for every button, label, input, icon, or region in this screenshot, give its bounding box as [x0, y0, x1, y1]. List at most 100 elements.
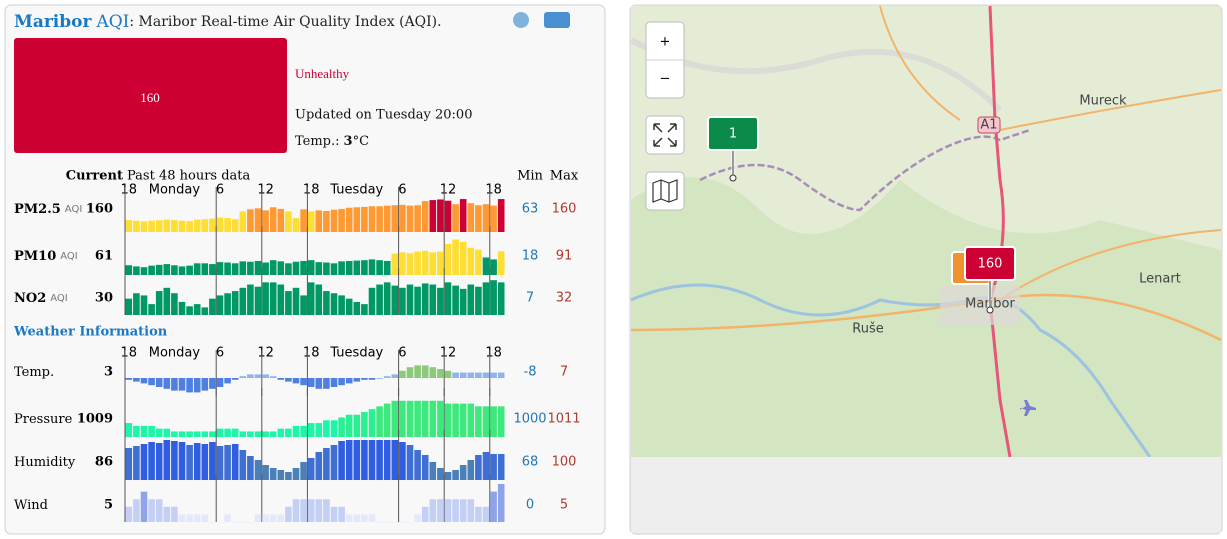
bar [376, 260, 383, 275]
bar [171, 220, 178, 232]
hour-label: 18 [485, 183, 502, 198]
row-name: Humidity [14, 455, 76, 470]
bar [444, 282, 452, 315]
map [629, 5, 1222, 458]
bar [414, 450, 421, 480]
bar [300, 462, 307, 480]
bar [247, 209, 254, 232]
bar [216, 295, 224, 315]
bar [125, 298, 133, 315]
bar [193, 263, 201, 275]
bar [429, 252, 437, 275]
weather-heading: Weather Information [13, 325, 168, 340]
temp-label: Temp.: [295, 134, 340, 149]
bar [315, 499, 323, 522]
row-name-text: Temp. [14, 365, 54, 380]
bar [475, 372, 482, 378]
bar [323, 448, 330, 480]
bar [269, 282, 277, 315]
bar [186, 514, 193, 522]
bar [193, 443, 201, 480]
marker[interactable] [964, 246, 1016, 281]
header-line: Maribor AQI: Maribor Real-time Air Qualit… [14, 12, 442, 32]
row-min: 7 [526, 291, 534, 306]
bar [254, 286, 262, 315]
bar [399, 522, 406, 523]
bar [231, 444, 239, 480]
bar [300, 295, 307, 315]
bar [155, 378, 163, 387]
zoom-out[interactable]: − [660, 72, 671, 87]
bar [345, 207, 353, 232]
bar [361, 411, 368, 437]
bar [292, 468, 300, 480]
bar [459, 372, 467, 378]
bar [429, 462, 437, 480]
bar [391, 522, 399, 523]
bar [345, 378, 353, 384]
bar [186, 378, 193, 393]
bar [292, 499, 300, 522]
row-max: 91 [556, 249, 573, 264]
bar [338, 417, 345, 437]
bar [186, 445, 193, 480]
current-header: Current [66, 169, 123, 184]
bar [368, 514, 376, 522]
marker[interactable] [707, 116, 759, 151]
bar [269, 376, 277, 378]
bar [285, 506, 292, 522]
temp-unit: °C [353, 134, 370, 149]
bar [497, 372, 505, 378]
bar [323, 262, 330, 275]
row-current: 5 [104, 498, 113, 513]
bar [148, 425, 155, 437]
bar [254, 460, 262, 480]
hour-label: 12 [440, 346, 457, 361]
bar [345, 440, 353, 480]
bar [277, 378, 285, 380]
bar [437, 251, 444, 275]
bar [475, 249, 482, 275]
bar [292, 425, 300, 437]
hour-label: Tuesday [329, 346, 383, 361]
bar [178, 514, 186, 522]
river [630, 283, 1152, 458]
bar [300, 425, 307, 437]
bar [163, 506, 171, 522]
bar [231, 263, 239, 275]
bar [475, 455, 482, 480]
bar [148, 378, 155, 386]
bar [155, 264, 163, 275]
fullscreen-button[interactable] [645, 115, 685, 155]
bar [140, 221, 148, 232]
bar [482, 506, 490, 522]
bar [323, 378, 330, 389]
bar [444, 472, 452, 480]
layers-button[interactable] [645, 171, 685, 211]
bar [368, 259, 376, 275]
row-current: 3 [104, 365, 113, 380]
bar [262, 465, 269, 480]
bar [178, 301, 186, 315]
bar [163, 264, 171, 275]
bar [224, 428, 231, 437]
zoom-in[interactable]: + [660, 35, 671, 50]
row-name: PM2.5 AQI [14, 202, 82, 217]
marker-point [986, 306, 994, 314]
temp-value: 3 [344, 134, 353, 149]
row-name-text: PM10 [14, 249, 56, 264]
bar [323, 211, 330, 232]
bar [421, 250, 429, 275]
bar [216, 217, 224, 232]
share-icon[interactable] [513, 12, 529, 28]
bar [437, 369, 444, 378]
bar [247, 261, 254, 275]
bar [444, 200, 452, 232]
bar [178, 266, 186, 275]
bar [459, 199, 467, 232]
bar [482, 204, 490, 232]
bar [186, 265, 193, 275]
map-forest [631, 177, 1221, 458]
widget-icon[interactable] [544, 12, 570, 28]
bar [125, 220, 133, 232]
